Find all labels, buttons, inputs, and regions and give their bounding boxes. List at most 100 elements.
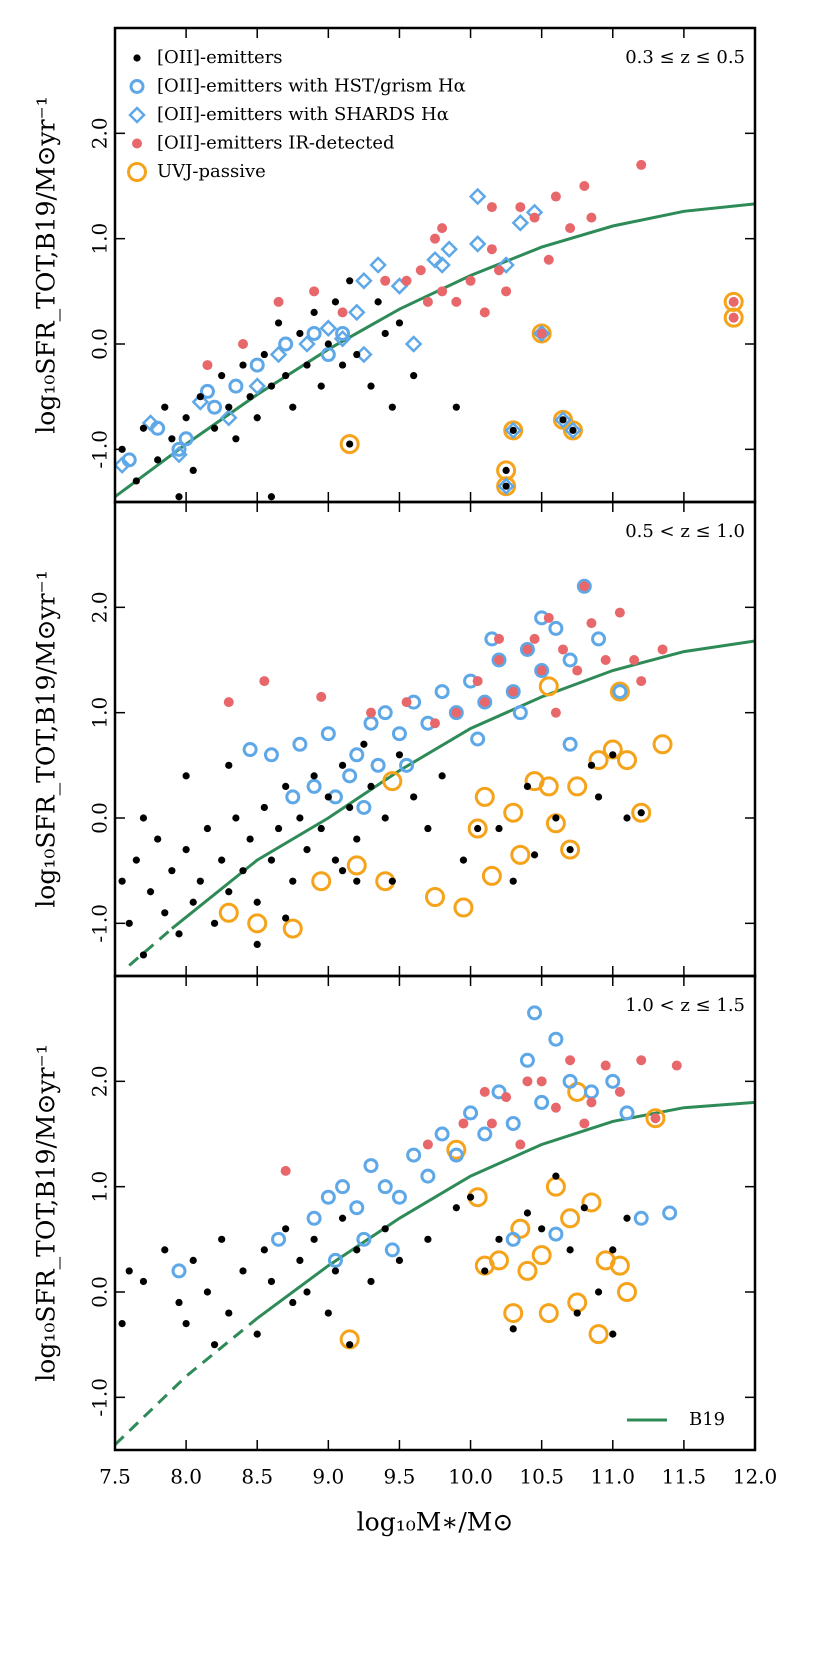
dot-marker [550,191,561,202]
dot-marker [569,426,577,434]
ring-marker [282,918,303,939]
plot-area [118,578,755,967]
dot-marker [273,296,284,307]
dot-marker [501,286,512,297]
ring-marker [477,694,493,710]
x-tick-label: 12.0 [733,1465,778,1489]
ring-marker [247,913,268,934]
dot-marker [161,403,169,411]
ring-marker [605,1073,621,1089]
diamond-marker [319,319,338,337]
ring-marker [382,771,403,792]
dot-marker [452,1204,460,1212]
dot-marker [579,1118,590,1129]
dot-marker [437,223,448,234]
ring-marker [356,1231,372,1247]
y-tick-label: 2.0 [88,117,112,149]
dot-marker [280,1165,291,1176]
dot-marker [395,319,404,327]
y-tick-label: -1.0 [88,430,112,469]
dot-marker [139,1277,148,1286]
dot-marker [580,1204,588,1212]
dot-marker [223,697,234,708]
dot-marker [586,212,597,223]
dot-marker [267,493,276,501]
dot-marker [374,298,382,306]
dot-marker [239,1267,247,1275]
dot-marker [437,286,448,297]
dot-marker [310,772,318,780]
dot-marker [495,824,503,833]
ring-marker [311,871,332,892]
dot-marker [132,138,142,149]
dot-marker [636,1055,647,1066]
dot-marker [410,793,418,801]
dot-marker [338,761,347,769]
dot-marker [629,655,640,665]
ring-marker [320,347,336,363]
ring-marker [567,776,588,797]
ring-marker [306,325,322,341]
y-axis-label: log₁₀SFR_TOT,B19/M⊙yr⁻¹ [32,1044,61,1381]
ring-marker [512,705,528,721]
ring-marker [477,1126,493,1142]
dot-marker [636,159,647,170]
dot-marker [132,477,140,485]
dot-marker [338,1214,347,1222]
dot-marker [367,782,375,791]
ring-marker [519,641,535,657]
dot-marker [260,1246,268,1254]
ring-marker [377,1179,393,1195]
dot-marker [331,856,340,864]
ring-marker [548,1031,564,1047]
dot-marker [210,1341,219,1349]
dot-marker [502,466,510,474]
ring-marker [652,734,673,755]
ring-marker [363,1158,379,1174]
ring-marker [171,1263,187,1279]
diamond-marker [220,408,238,427]
ring-marker [199,383,215,399]
dot-marker [189,898,197,906]
dot-marker [338,361,347,369]
dot-marker [154,835,162,843]
panel: -1.0 0.0 1.0 2.0 7.5 8.0 8.5 9.0 9.5 10.0 10.5 11.0… [32,974,778,1537]
dot-marker [494,655,504,665]
dot-marker [623,814,631,822]
diamond-marker [504,421,522,440]
dot-marker [346,803,354,812]
plot-area [115,159,755,501]
y-tick-label: -1.0 [88,904,112,943]
dot-marker [260,803,268,812]
dot-marker [182,772,190,780]
dot-marker [451,707,462,718]
dot-marker [182,414,190,422]
dot-marker [552,814,560,822]
dot-marker [303,846,311,854]
dot-marker [353,350,361,359]
dot-marker [536,665,547,676]
dot-marker [324,1309,332,1317]
dot-marker [479,1086,490,1097]
dot-marker [189,466,197,474]
dot-marker [331,298,340,306]
dot-marker [565,1055,576,1066]
dot-marker [331,1267,340,1275]
ring-marker [335,325,351,341]
ring-marker [470,731,486,747]
annotation: 0.5 < z ≤ 1.0 [625,521,745,542]
dot-marker [486,1118,497,1129]
dot-marker [458,1118,469,1129]
ring-marker [377,705,393,721]
dot-marker [452,403,460,411]
dot-marker [274,319,283,327]
legend-label: UVJ-passive [157,161,266,182]
dot-marker [395,751,404,759]
y-tick-label: -1.0 [88,1378,112,1417]
dot-marker [175,930,183,938]
ring-marker [406,1147,422,1163]
dot-marker [324,793,332,801]
ring-marker [349,1200,365,1216]
ring-marker [576,578,592,594]
diamond-marker [298,335,316,353]
